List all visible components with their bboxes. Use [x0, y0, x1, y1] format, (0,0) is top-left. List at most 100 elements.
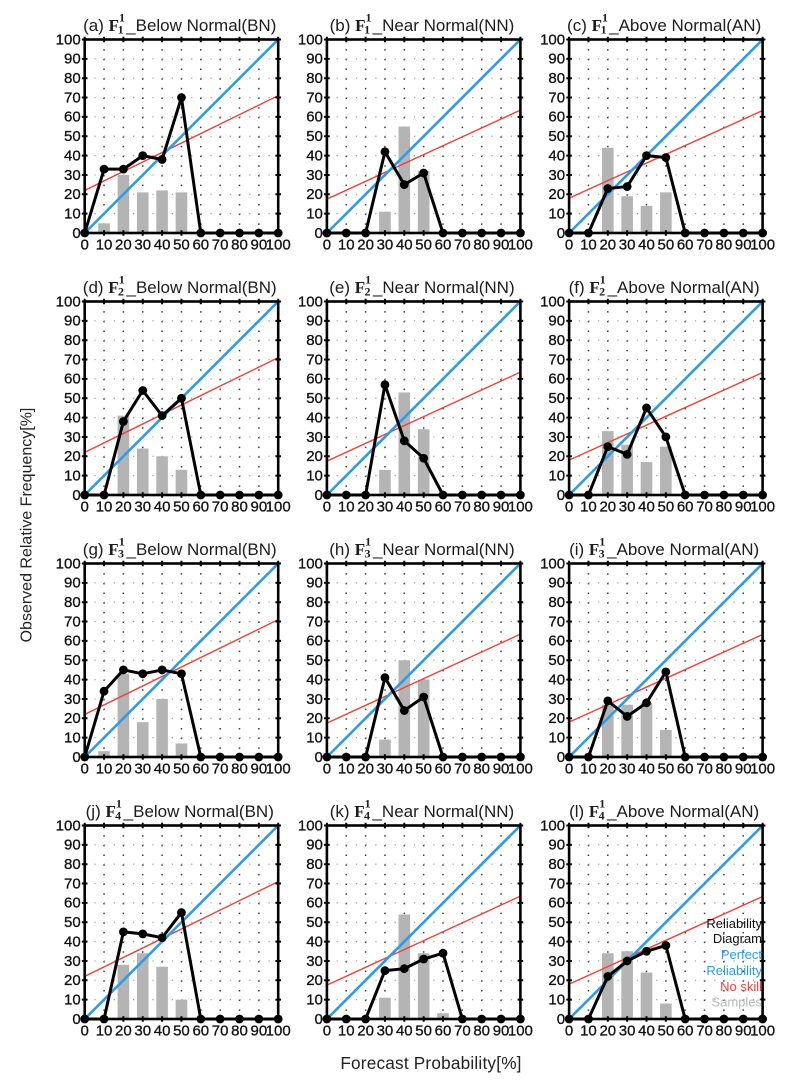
svg-text:10: 10 — [64, 205, 81, 222]
svg-text:10: 10 — [96, 499, 113, 516]
svg-text:30: 30 — [64, 953, 81, 970]
svg-text:10: 10 — [548, 991, 565, 1008]
svg-text:(k) F14_Near Normal(NN): (k) F1 4 _Near Normal(NN) — [330, 797, 514, 823]
svg-text:(h) F13_Near Normal(NN): (h) F1 3 _Near Normal(NN) — [329, 535, 514, 561]
svg-text:90: 90 — [735, 499, 752, 516]
svg-text:30: 30 — [306, 953, 323, 970]
svg-text:0: 0 — [81, 1023, 89, 1040]
svg-text:(c) F11_Above Normal(AN): (c) F1 1 _Above Normal(AN) — [567, 11, 761, 37]
svg-text:40: 40 — [396, 499, 413, 516]
svg-text:30: 30 — [306, 167, 323, 184]
svg-text:0: 0 — [315, 1011, 323, 1028]
svg-text:70: 70 — [64, 875, 81, 892]
svg-text:20: 20 — [548, 710, 565, 727]
svg-text:100: 100 — [56, 817, 81, 834]
svg-text:80: 80 — [64, 594, 81, 611]
svg-text:100: 100 — [298, 555, 323, 572]
svg-text:90: 90 — [306, 837, 323, 854]
svg-text:50: 50 — [415, 1023, 432, 1040]
svg-text:60: 60 — [677, 499, 694, 516]
svg-text:60: 60 — [64, 109, 81, 126]
svg-text:(e) F12_Near Normal(NN): (e) F1 2 _Near Normal(NN) — [329, 273, 514, 299]
svg-text:40: 40 — [64, 147, 81, 164]
svg-text:90: 90 — [251, 761, 268, 778]
svg-text:60: 60 — [64, 371, 81, 388]
svg-text:80: 80 — [716, 761, 733, 778]
svg-text:80: 80 — [473, 237, 490, 254]
svg-text:60: 60 — [548, 633, 565, 650]
svg-text:20: 20 — [115, 761, 132, 778]
svg-text:100: 100 — [508, 1023, 533, 1040]
svg-text:40: 40 — [638, 1023, 655, 1040]
svg-text:Observed Relative Frequency[%]: Observed Relative Frequency[%] — [19, 408, 36, 643]
svg-text:80: 80 — [64, 70, 81, 87]
svg-text:100: 100 — [56, 555, 81, 572]
svg-text:90: 90 — [548, 837, 565, 854]
svg-text:40: 40 — [154, 237, 171, 254]
svg-text:30: 30 — [64, 167, 81, 184]
svg-text:90: 90 — [493, 237, 510, 254]
svg-text:20: 20 — [357, 1023, 374, 1040]
svg-text:20: 20 — [306, 448, 323, 465]
svg-text:70: 70 — [548, 875, 565, 892]
svg-text:10: 10 — [306, 991, 323, 1008]
svg-text:10: 10 — [64, 991, 81, 1008]
svg-text:50: 50 — [658, 1023, 675, 1040]
svg-text:70: 70 — [212, 1023, 229, 1040]
svg-text:0: 0 — [323, 1023, 331, 1040]
svg-text:60: 60 — [435, 499, 452, 516]
svg-text:90: 90 — [306, 575, 323, 592]
svg-text:70: 70 — [64, 613, 81, 630]
svg-text:10: 10 — [580, 237, 597, 254]
svg-text:40: 40 — [306, 409, 323, 426]
svg-text:10: 10 — [580, 499, 597, 516]
svg-text:80: 80 — [306, 332, 323, 349]
svg-text:20: 20 — [64, 448, 81, 465]
svg-text:Perfect: Perfect — [721, 947, 763, 962]
svg-text:70: 70 — [212, 761, 229, 778]
svg-text:0: 0 — [323, 761, 331, 778]
svg-text:10: 10 — [338, 761, 355, 778]
svg-text:80: 80 — [473, 499, 490, 516]
svg-text:30: 30 — [134, 761, 151, 778]
svg-text:20: 20 — [599, 237, 616, 254]
svg-text:30: 30 — [548, 953, 565, 970]
svg-text:70: 70 — [696, 1023, 713, 1040]
svg-text:70: 70 — [548, 613, 565, 630]
svg-text:70: 70 — [306, 875, 323, 892]
svg-text:30: 30 — [377, 237, 394, 254]
svg-text:10: 10 — [306, 205, 323, 222]
svg-text:60: 60 — [435, 237, 452, 254]
svg-text:50: 50 — [306, 390, 323, 407]
svg-text:Reliability: Reliability — [706, 916, 762, 931]
svg-text:50: 50 — [415, 761, 432, 778]
svg-text:90: 90 — [64, 51, 81, 68]
svg-text:80: 80 — [306, 594, 323, 611]
svg-text:30: 30 — [548, 429, 565, 446]
svg-text:0: 0 — [81, 761, 89, 778]
svg-text:40: 40 — [548, 933, 565, 950]
svg-text:20: 20 — [306, 972, 323, 989]
svg-text:0: 0 — [81, 237, 89, 254]
svg-text:80: 80 — [231, 237, 248, 254]
svg-text:0: 0 — [565, 237, 573, 254]
svg-text:0: 0 — [315, 749, 323, 766]
svg-text:50: 50 — [64, 128, 81, 145]
svg-text:60: 60 — [548, 109, 565, 126]
svg-text:60: 60 — [677, 237, 694, 254]
svg-text:100: 100 — [266, 237, 291, 254]
svg-text:100: 100 — [266, 761, 291, 778]
svg-text:100: 100 — [540, 31, 565, 48]
svg-text:10: 10 — [96, 761, 113, 778]
svg-text:70: 70 — [548, 351, 565, 368]
svg-text:60: 60 — [306, 633, 323, 650]
svg-text:(d) F12_Below Normal(BN): (d) F1 2 _Below Normal(BN) — [83, 273, 277, 299]
svg-text:30: 30 — [377, 499, 394, 516]
svg-text:80: 80 — [716, 499, 733, 516]
svg-text:90: 90 — [64, 313, 81, 330]
svg-text:20: 20 — [306, 186, 323, 203]
svg-text:80: 80 — [548, 856, 565, 873]
svg-text:20: 20 — [115, 1023, 132, 1040]
svg-text:70: 70 — [306, 613, 323, 630]
svg-text:80: 80 — [306, 856, 323, 873]
